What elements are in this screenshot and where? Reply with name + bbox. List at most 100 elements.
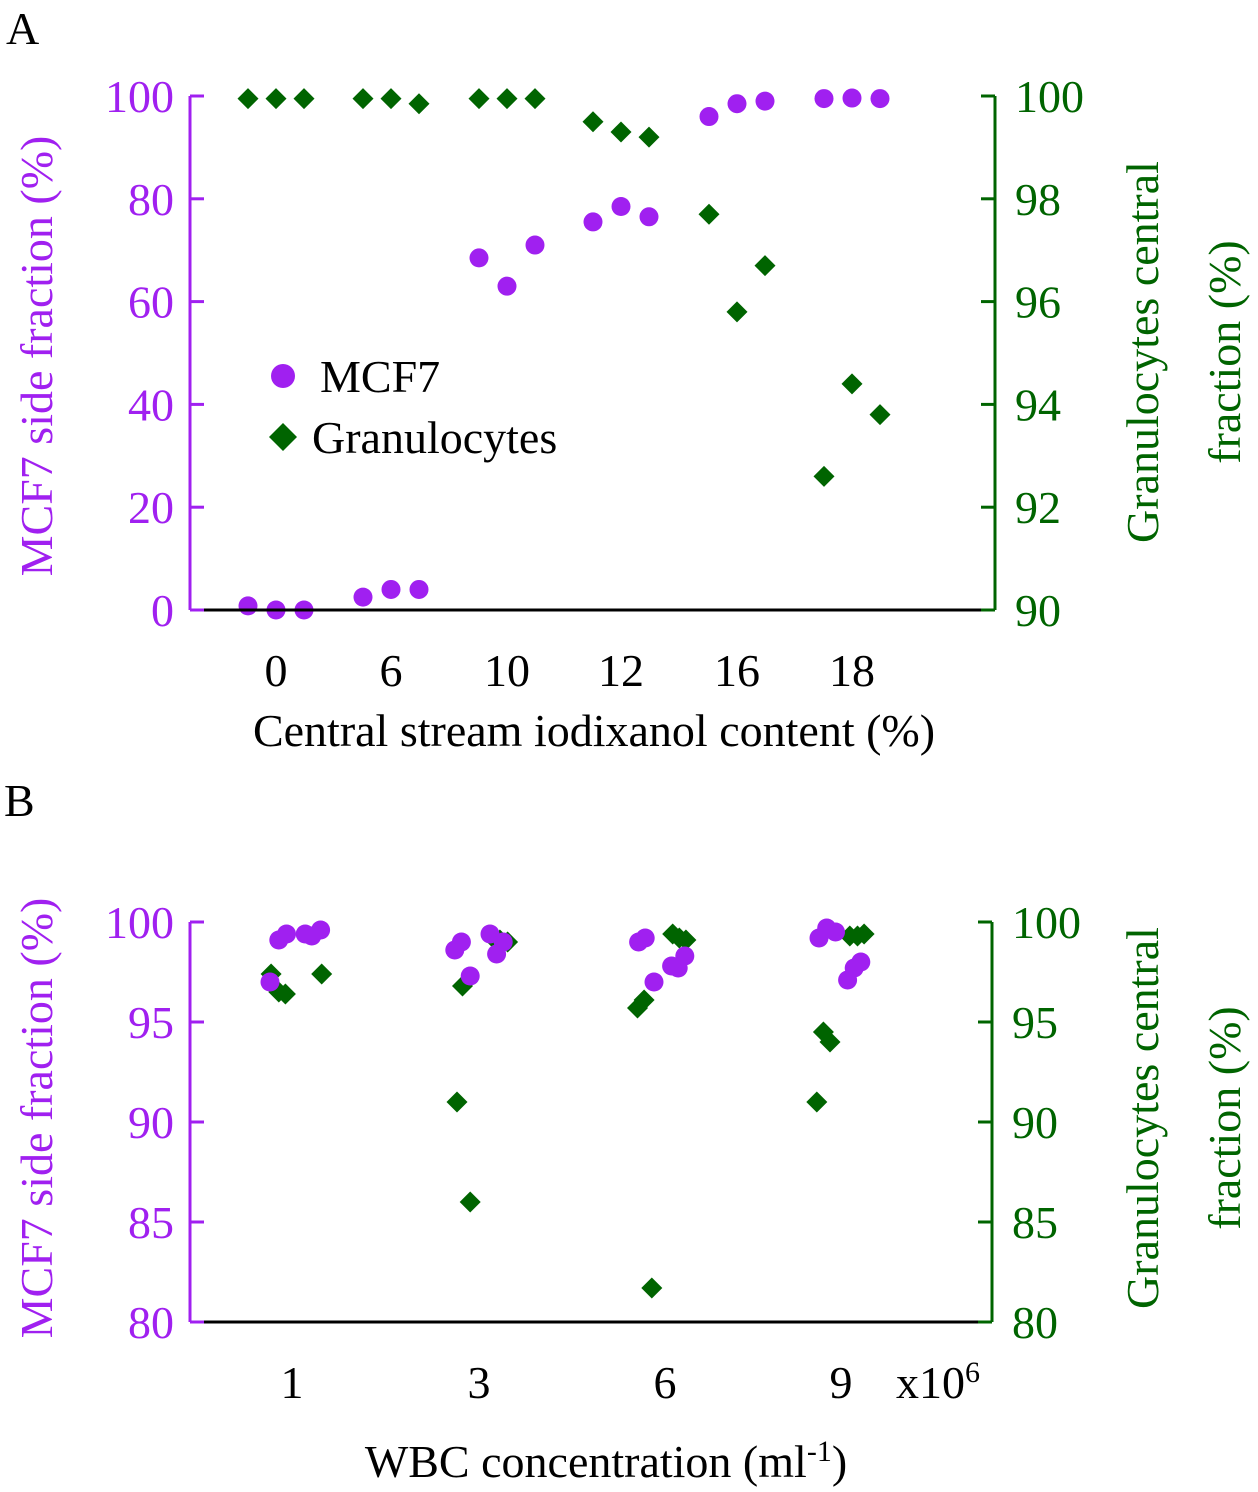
panel-b-right-y-axis-label-line2: fraction (%) — [1199, 1006, 1250, 1230]
panel-a-left-tick-label-5: 100 — [105, 71, 174, 122]
panel-b-letter: B — [4, 775, 35, 826]
panel-b-x-tick-label-3: 9 — [830, 1357, 853, 1408]
panel-b-mcf7-point-13 — [635, 928, 655, 948]
panel-b-mcf7-point-23 — [851, 952, 871, 972]
panel-b-granulocytes-point-12 — [641, 1277, 663, 1299]
panel-a-left-y-axis-label: MCF7 side fraction (%) — [11, 136, 62, 577]
panel-a-left-tick-label-2: 40 — [128, 379, 174, 430]
panel-b-granulocytes-point-4 — [446, 1091, 468, 1113]
legend-granulocytes-marker — [269, 423, 297, 451]
panel-a-mcf7-point-12 — [699, 107, 719, 127]
panel-b-mcf7-point-8 — [460, 966, 480, 986]
panel-b-mcf7-point-2 — [277, 924, 296, 944]
panel-a-right-tick-label-5: 100 — [1015, 71, 1084, 122]
panel-b-mcf7-point-20 — [826, 922, 845, 942]
panel-b-left-tick-label-0: 80 — [128, 1297, 174, 1348]
panel-a-granulocytes-point-17 — [869, 404, 891, 426]
panel-a-granulocytes-point-1 — [265, 88, 287, 110]
panel-b-mcf7-point-0 — [260, 972, 280, 992]
panel-a-x-tick-label-2: 10 — [484, 645, 530, 696]
panel-a-granulocytes-point-16 — [841, 373, 863, 395]
panel-b-x-tick-label-2: 6 — [654, 1357, 677, 1408]
panel-a-granulocytes-point-10 — [610, 121, 632, 143]
panel-a-left-tick-label-1: 20 — [128, 482, 174, 533]
panel-b-x-axis-label: WBC concentration (ml-1) — [365, 1435, 847, 1487]
panel-b-left-tick-label-3: 95 — [128, 997, 174, 1048]
panel-b-mcf7-point-7 — [451, 932, 471, 952]
panel-b-right-tick-label-2: 90 — [1012, 1097, 1058, 1148]
panel-a-axes — [188, 94, 997, 612]
panel-b-granulocytes-point-2 — [274, 983, 296, 1005]
panel-b-right-tick-label-0: 80 — [1012, 1297, 1058, 1348]
panel-b-mcf7-point-11 — [493, 932, 513, 952]
panel-a-mcf7-point-17 — [870, 89, 890, 109]
panel-b-mcf7-point-14 — [644, 972, 664, 992]
panel-a-mcf7-point-4 — [381, 579, 401, 599]
panel-b-granulocytes-point-15 — [675, 929, 697, 951]
panel-a-granulocytes-point-7 — [496, 88, 518, 110]
panel-a-left-tick-label-4: 80 — [128, 174, 174, 225]
panel-b-x-multiplier: x106 — [896, 1356, 980, 1408]
panel-b-right-tick-label-4: 100 — [1012, 897, 1081, 948]
panel-a-mcf7-point-13 — [727, 94, 747, 114]
panel-a-x-tick-label-4: 16 — [714, 645, 760, 696]
panel-a-mcf7-point-15 — [814, 89, 834, 109]
panel-a-mcf7-point-16 — [842, 88, 862, 108]
panel-b-granulocytes-point-16 — [806, 1091, 828, 1113]
panel-a-right-y-axis-label-line2: fraction (%) — [1199, 240, 1250, 464]
legend-mcf7-label: MCF7 — [320, 351, 440, 402]
panel-a-granulocytes-point-0 — [237, 88, 259, 110]
panel-b-left-tick-label-4: 100 — [105, 897, 174, 948]
panel-b-x-tick-label-0: 1 — [281, 1357, 304, 1408]
panel-a-granulocytes-point-14 — [754, 255, 776, 277]
panel-b-granulocytes-point-11 — [633, 989, 655, 1011]
panel-a-right-y-axis-label-line1: Granulocytes central — [1117, 161, 1168, 543]
panel-a-granulocytes-point-2 — [293, 88, 315, 110]
panel-a-mcf7-point-6 — [469, 248, 489, 268]
panel-a-mcf7-point-10 — [611, 197, 631, 217]
panel-a-mcf7-point-3 — [353, 587, 373, 607]
panel-a-granulocytes-point-6 — [468, 88, 490, 110]
panel-a: A 0 20 40 60 80 100 90 92 94 96 98 100 0 6 10 12 16 18 Ce… — [6, 3, 1250, 756]
panel-b-right-y-axis-label-line1: Granulocytes central — [1117, 927, 1168, 1309]
panel-a-mcf7-point-5 — [409, 579, 429, 599]
legend: MCF7 Granulocytes — [269, 351, 557, 463]
panel-a-granulocytes-point-15 — [813, 465, 835, 487]
panel-a-mcf7-point-14 — [755, 91, 775, 111]
panel-a-granulocytes-point-3 — [352, 88, 374, 110]
panel-a-mcf7-point-7 — [497, 276, 517, 296]
panel-b-mcf7-point-5 — [311, 920, 331, 940]
panel-a-x-tick-label-1: 6 — [380, 645, 403, 696]
panel-a-marks — [237, 88, 891, 620]
panel-a-right-tick-label-3: 96 — [1015, 277, 1061, 328]
panel-a-granulocytes-point-8 — [524, 88, 546, 110]
panel-a-letter: A — [6, 3, 39, 54]
panel-a-left-tick-label-3: 60 — [128, 277, 174, 328]
panel-b-right-tick-label-1: 85 — [1012, 1197, 1058, 1248]
legend-granulocytes-label: Granulocytes — [312, 412, 557, 463]
panel-a-granulocytes-point-5 — [408, 93, 430, 115]
panel-a-x-tick-label-5: 18 — [829, 645, 875, 696]
panel-b-granulocytes-point-6 — [459, 1191, 481, 1213]
panel-b-x-tick-label-1: 3 — [468, 1357, 491, 1408]
panel-b-granulocytes-point-21 — [853, 923, 875, 945]
panel-a-mcf7-point-11 — [639, 207, 659, 227]
panel-b-left-y-axis-label: MCF7 side fraction (%) — [11, 898, 62, 1339]
panel-b-mcf7-point-17 — [675, 946, 695, 966]
legend-mcf7-marker — [271, 364, 295, 388]
panel-a-right-tick-label-0: 90 — [1015, 585, 1061, 636]
panel-a-x-tick-label-3: 12 — [598, 645, 644, 696]
panel-a-right-tick-label-4: 98 — [1015, 174, 1061, 225]
panel-b: B 80 85 90 95 100 80 85 90 95 100 1 3 6 9 x106 WBC co… — [4, 775, 1250, 1487]
panel-b-marks — [260, 918, 875, 1299]
panel-b-tick-labels: 80 85 90 95 100 80 85 90 95 100 1 3 6 9 — [105, 897, 1081, 1408]
panel-a-mcf7-point-9 — [583, 212, 603, 232]
panel-b-left-tick-label-2: 90 — [128, 1097, 174, 1148]
panel-b-axes — [188, 920, 994, 1324]
panel-a-mcf7-point-8 — [525, 235, 545, 255]
panel-a-granulocytes-point-4 — [380, 88, 402, 110]
panel-a-granulocytes-point-12 — [698, 203, 720, 225]
panel-a-granulocytes-point-11 — [638, 126, 660, 148]
panel-a-right-tick-label-1: 92 — [1015, 482, 1061, 533]
